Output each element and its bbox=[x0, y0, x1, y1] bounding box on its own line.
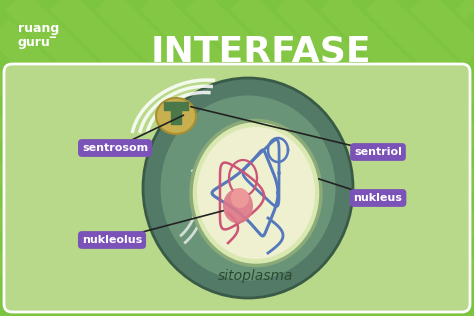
Ellipse shape bbox=[191, 120, 321, 265]
Ellipse shape bbox=[161, 95, 336, 281]
Ellipse shape bbox=[231, 188, 249, 208]
Ellipse shape bbox=[143, 78, 353, 298]
Text: nukleus: nukleus bbox=[354, 193, 402, 203]
Text: sitoplasma: sitoplasma bbox=[218, 269, 294, 283]
Text: ruang
guru‾: ruang guru‾ bbox=[18, 22, 59, 49]
Ellipse shape bbox=[156, 98, 196, 134]
Text: sentrosom: sentrosom bbox=[82, 143, 148, 153]
Ellipse shape bbox=[197, 127, 315, 259]
Text: INTERFASE: INTERFASE bbox=[150, 35, 371, 69]
Ellipse shape bbox=[223, 189, 253, 223]
Text: nukleolus: nukleolus bbox=[82, 235, 142, 245]
FancyBboxPatch shape bbox=[4, 64, 470, 312]
Text: sentriol: sentriol bbox=[354, 147, 402, 157]
